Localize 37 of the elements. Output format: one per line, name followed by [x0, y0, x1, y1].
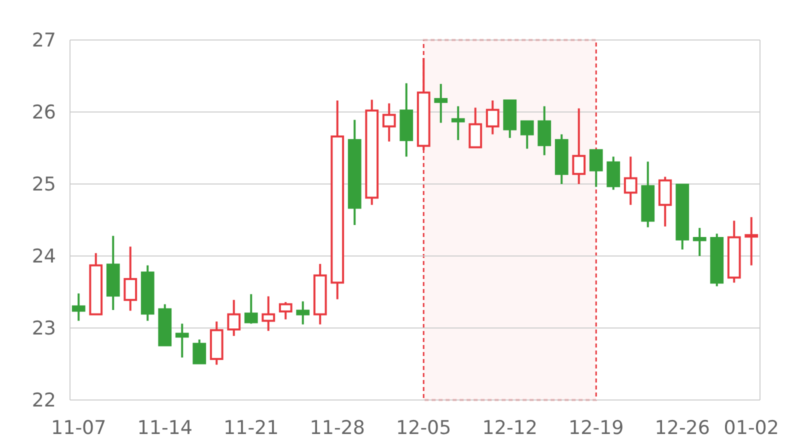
- candlestick: [244, 293, 258, 325]
- candlestick: [72, 292, 86, 322]
- y-tick-label: 27: [32, 30, 56, 52]
- candlestick: [382, 102, 396, 143]
- x-tick-label: 12-19: [568, 417, 624, 439]
- candlestick: [434, 82, 448, 124]
- candlestick: [124, 246, 138, 312]
- x-tick-label: 11-21: [224, 417, 279, 439]
- candlestick: [572, 107, 586, 185]
- y-tick-label: 23: [32, 318, 56, 340]
- candlestick: [227, 298, 241, 337]
- candlestick: [451, 105, 465, 142]
- candlestick: [175, 322, 189, 359]
- x-tick-label: 11-07: [51, 417, 106, 439]
- x-tick-label: 11-28: [310, 417, 365, 439]
- y-tick-label: 25: [32, 174, 56, 196]
- x-tick-label: 01-02: [724, 417, 779, 439]
- y-tick-label: 22: [32, 390, 56, 412]
- x-tick-label: 12-05: [396, 417, 452, 439]
- candlestick: [692, 226, 706, 257]
- candlestick: [744, 216, 758, 266]
- candlestick: [624, 156, 638, 206]
- candlestick: [538, 105, 552, 156]
- candlestick: [468, 106, 482, 148]
- x-tick-label: 11-14: [137, 417, 192, 439]
- candlestick: [296, 300, 310, 326]
- candlestick: [606, 156, 620, 191]
- candlestick: [278, 301, 292, 320]
- candlestick: [486, 99, 500, 136]
- candlestick: [262, 295, 276, 332]
- candlestick: [520, 120, 534, 150]
- y-tick-label: 24: [32, 246, 56, 268]
- candlestick: [589, 149, 603, 188]
- x-tick-label: 12-26: [654, 417, 710, 439]
- candlestick: [192, 338, 206, 365]
- x-tick-label: 12-12: [482, 417, 538, 439]
- y-tick-label: 26: [32, 102, 56, 124]
